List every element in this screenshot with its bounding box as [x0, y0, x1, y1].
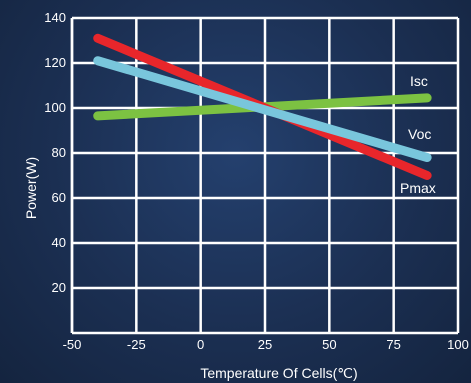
y-tick-label: 60	[52, 190, 66, 205]
y-tick-label: 80	[52, 145, 66, 160]
tick-labels: -50 -25 0 25 50 75 100 20 40 60 80 100 120 140	[44, 10, 469, 352]
x-axis-title: Temperature Of Cells(℃)	[200, 365, 357, 381]
series-labels: Pmax Isc Voc	[400, 73, 436, 196]
y-tick-label: 140	[44, 10, 66, 25]
x-tick-label: 25	[258, 337, 272, 352]
series-label-pmax: Pmax	[400, 180, 436, 196]
y-axis-title: Power(W)	[23, 157, 39, 219]
series-label-isc: Isc	[410, 73, 428, 89]
y-tick-label: 100	[44, 100, 66, 115]
x-tick-label: 75	[386, 337, 400, 352]
y-tick-label: 120	[44, 55, 66, 70]
x-tick-label: 100	[447, 337, 469, 352]
x-tick-label: 0	[197, 337, 204, 352]
series-label-voc: Voc	[408, 126, 431, 142]
x-tick-label: 50	[322, 337, 336, 352]
x-tick-label: -25	[127, 337, 146, 352]
series-line-voc	[93, 56, 432, 162]
axes	[70, 18, 458, 335]
y-tick-label: 20	[52, 280, 66, 295]
y-tick-label: 40	[52, 235, 66, 250]
x-tick-label: -50	[63, 337, 82, 352]
grid	[70, 16, 460, 333]
series-lines	[93, 33, 432, 180]
